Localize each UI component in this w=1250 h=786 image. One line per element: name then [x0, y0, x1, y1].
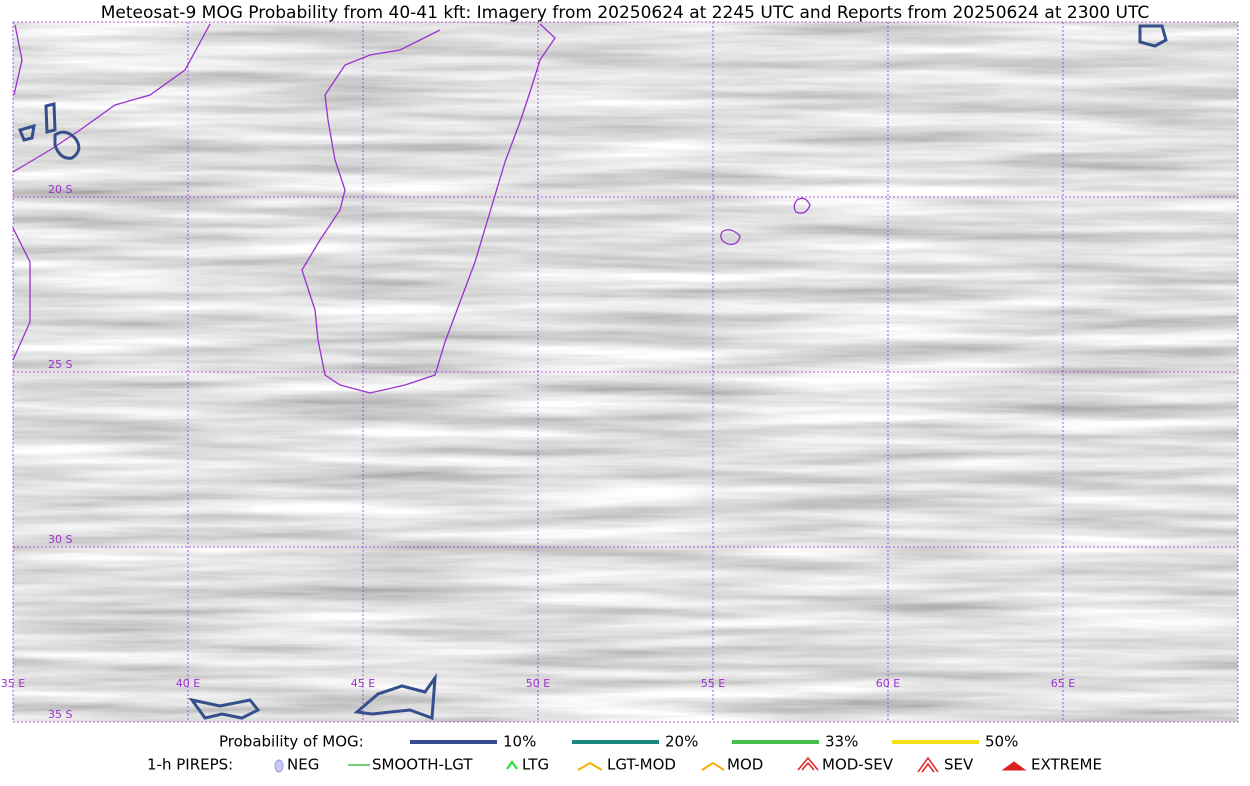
sev-icon: [917, 756, 939, 773]
legend-label: 20%: [665, 733, 698, 751]
legend-label: LTG: [522, 756, 549, 774]
lat-label: 25 S: [48, 358, 72, 371]
legend-label: 10%: [503, 733, 536, 751]
island: [720, 229, 741, 245]
lat-label: 30 S: [48, 533, 72, 546]
lon-label: 45 E: [351, 677, 375, 690]
contour: [44, 102, 57, 134]
legend: Probability of MOG: 1-h PIREPS: 10% 20% 33…: [147, 733, 1102, 774]
map-border: [12, 21, 1239, 723]
legend-label: 50%: [985, 733, 1018, 751]
mod-sev-icon: [797, 756, 819, 771]
lon-label: 60 E: [876, 677, 900, 690]
island: [793, 197, 811, 214]
legend-label: LGT-MOD: [607, 756, 676, 774]
lon-label: 50 E: [526, 677, 550, 690]
map: 20 S 25 S 30 S 35 S 35 E 40 E 45 E 50 E 55 E 60 E…: [1, 21, 1239, 723]
contour: [353, 672, 437, 721]
madagascar: [301, 23, 556, 394]
lon-label: 35 E: [1, 677, 25, 690]
contour: [53, 130, 81, 160]
lon-label: 65 E: [1051, 677, 1075, 690]
neg-icon: [274, 759, 284, 773]
lat-label: 20 S: [48, 183, 72, 196]
lon-label: 55 E: [701, 677, 725, 690]
legend-label: MOD-SEV: [822, 756, 894, 774]
africa-coast: [12, 227, 31, 361]
graticule: [12, 21, 1239, 723]
title: Meteosat-9 MOG Probability from 40-41 kf…: [101, 3, 1150, 23]
mod-icon: [701, 761, 725, 771]
lat-label: 35 S: [48, 708, 72, 721]
legend-label: 33%: [825, 733, 858, 751]
legend-label: MOD: [727, 756, 763, 774]
ltg-icon: [506, 760, 518, 770]
africa-coast: [12, 23, 211, 173]
legend-label: NEG: [287, 756, 319, 774]
extreme-icon: [1001, 761, 1027, 771]
africa-coast: [13, 24, 23, 96]
lon-label: 40 E: [176, 677, 200, 690]
legend-label: SMOOTH-LGT: [372, 756, 473, 774]
legend-label: SEV: [944, 756, 974, 774]
legend-label: EXTREME: [1031, 756, 1102, 774]
legend-title: 1-h PIREPS:: [147, 756, 233, 774]
contour: [17, 123, 36, 142]
contour: [1138, 24, 1168, 48]
lgt-mod-icon: [577, 761, 603, 771]
contour: [188, 697, 261, 720]
legend-title: Probability of MOG:: [219, 733, 364, 751]
